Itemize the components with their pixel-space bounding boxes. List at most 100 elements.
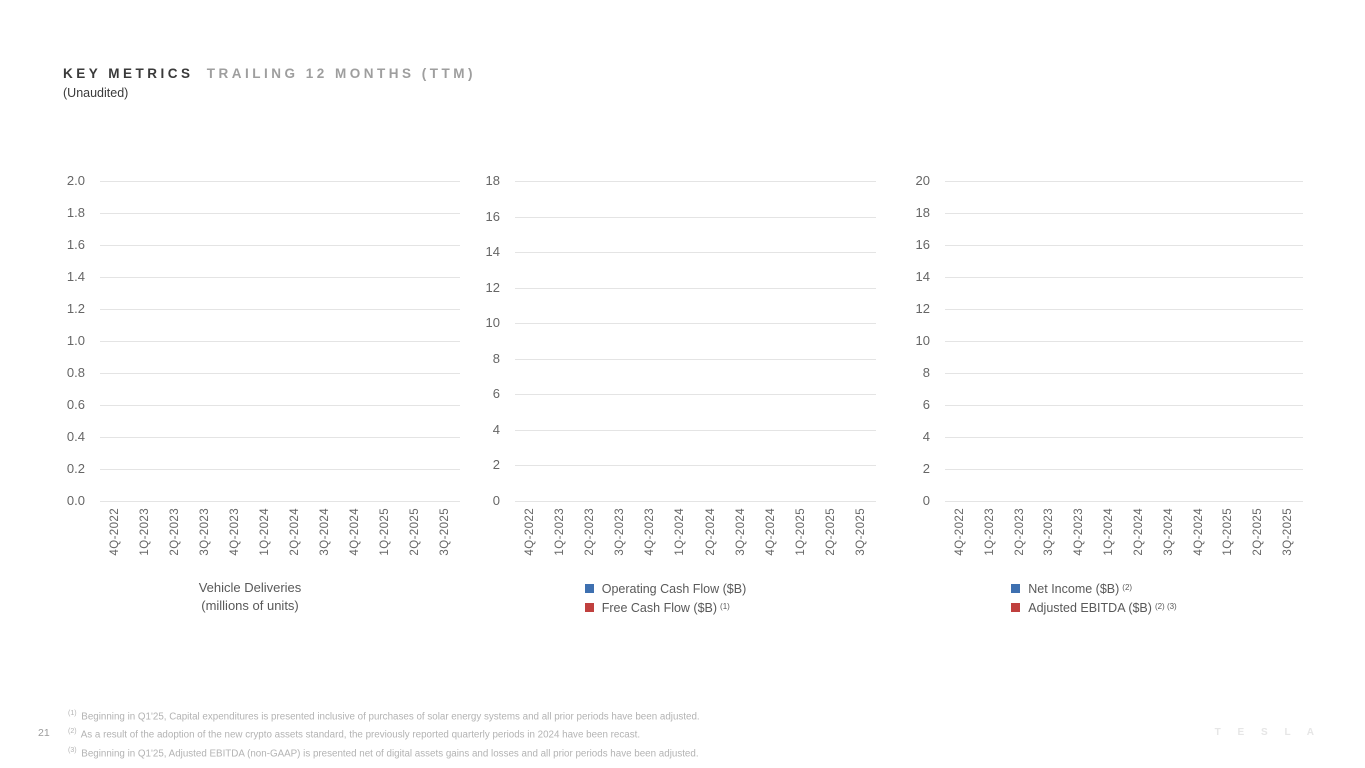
x-axis-tick: 2Q-2025 <box>816 501 846 573</box>
x-axis-tick-label: 3Q-2023 <box>199 508 211 556</box>
x-axis-tick-label: 3Q-2024 <box>1162 508 1175 556</box>
legend-label: Free Cash Flow ($B) <box>601 600 718 615</box>
x-axis-tick-label: 4Q-2023 <box>229 508 241 556</box>
footnote-ref: (1) <box>68 710 77 717</box>
legend-footnote-ref: (1) <box>720 602 730 611</box>
legend-label: Operating Cash Flow ($B) <box>601 581 747 596</box>
y-axis-tick-label: 10 <box>485 315 500 330</box>
tesla-wordmark: T E S L A <box>1214 727 1321 738</box>
gridline <box>100 405 460 406</box>
x-axis-tick-label: 2Q-2025 <box>824 508 837 556</box>
gridline <box>945 469 1303 470</box>
x-axis-tick: 2Q-2024 <box>695 501 725 573</box>
x-axis-tick-label: 4Q-2024 <box>764 508 777 556</box>
x-axis-tick-label: 1Q-2025 <box>794 508 807 556</box>
x-axis-tick-label: 2Q-2025 <box>409 508 421 556</box>
x-axis-tick: 4Q-2022 <box>100 501 130 573</box>
x-axis-tick: 2Q-2024 <box>280 501 310 573</box>
y-axis-tick-label: 14 <box>915 269 930 284</box>
footnote-line: (1) Beginning in Q1'25, Capital expendit… <box>68 710 700 723</box>
gridline <box>100 341 460 342</box>
gridline <box>515 465 876 466</box>
x-axis-tick: 3Q-2023 <box>190 501 220 573</box>
legend-item: Operating Cash Flow ($B) <box>584 579 747 598</box>
gridline <box>945 405 1303 406</box>
footnote-line: (3) Beginning in Q1'25, Adjusted EBITDA … <box>68 746 699 760</box>
x-axis-tick: 3Q-2023 <box>605 501 635 573</box>
gridline <box>100 245 460 246</box>
x-axis-tick: 2Q-2023 <box>160 501 190 573</box>
plot-area: 18 16 14 12 10 8 6 4 2 0 <box>486 173 876 508</box>
gridline <box>515 217 876 218</box>
y-axis-tick-label: 4 <box>922 429 930 444</box>
x-axis-tick: 2Q-2023 <box>1005 501 1035 573</box>
page-title: KEY METRICS TRAILING 12 MONTHS (TTM) <box>63 66 476 81</box>
gridline <box>100 213 460 214</box>
x-axis-labels: 4Q-2022 1Q-2023 2Q-2023 3Q-2023 4Q-2023 1Q-20… <box>515 501 876 573</box>
x-axis-tick: 4Q-2023 <box>635 501 665 573</box>
legend-entries: Operating Cash Flow ($B) Free Cash Flow (… <box>584 579 747 617</box>
x-axis-tick-label: 1Q-2024 <box>259 508 271 556</box>
x-axis-tick-label: 3Q-2023 <box>614 508 627 556</box>
legend-footnote-ref: (2) <box>1122 583 1133 592</box>
y-axis-tick-label: 8 <box>492 351 500 366</box>
gridline <box>945 309 1303 310</box>
y-axis-tick-label: 18 <box>915 205 930 220</box>
legend-label: Net Income ($B) <box>1028 581 1120 596</box>
gridline <box>945 245 1303 246</box>
legend-swatch <box>1011 603 1021 612</box>
gridline <box>515 181 876 182</box>
x-axis-tick: 3Q-2024 <box>726 501 756 573</box>
x-axis-tick-label: 2Q-2024 <box>1132 508 1145 556</box>
x-axis-tick: 1Q-2025 <box>1213 501 1243 573</box>
gridline <box>945 341 1303 342</box>
y-axis-tick-label: 8 <box>922 365 930 380</box>
y-axis-tick-label: 6 <box>922 397 930 412</box>
x-axis-tick-label: 1Q-2023 <box>983 508 996 556</box>
chart-vehicle-deliveries: 2.0 1.8 1.6 1.4 1.2 1.0 0.8 0.6 0.4 0.2 0.0 4Q-202… <box>40 170 460 615</box>
gridline <box>945 373 1303 374</box>
x-axis-tick: 3Q-2025 <box>1273 501 1303 573</box>
gridline <box>515 394 876 395</box>
x-axis-tick-label: 3Q-2023 <box>1043 508 1056 556</box>
x-axis-tick-label: 1Q-2024 <box>674 508 687 556</box>
x-axis-tick: 1Q-2024 <box>250 501 280 573</box>
x-axis-tick-label: 2Q-2023 <box>584 508 597 556</box>
y-axis-tick-label: 6 <box>492 386 500 401</box>
x-axis-tick: 4Q-2023 <box>1064 501 1094 573</box>
legend-item: Free Cash Flow ($B) (1) <box>584 598 747 617</box>
gridline <box>515 323 876 324</box>
x-axis-tick: 2Q-2025 <box>400 501 430 573</box>
x-axis-tick-label: 4Q-2023 <box>1073 508 1086 556</box>
x-axis-tick: 2Q-2025 <box>1243 501 1273 573</box>
gridline <box>100 277 460 278</box>
gridline <box>100 181 460 182</box>
chart-title-units: (millions of units) <box>201 598 299 613</box>
y-axis-tick-label: 0.8 <box>66 365 85 380</box>
y-axis-tick-label: 18 <box>485 173 500 188</box>
gridline <box>100 309 460 310</box>
footnote-ref: (3) <box>68 746 77 754</box>
x-axis-tick: 1Q-2024 <box>1094 501 1124 573</box>
page-subtitle: (Unaudited) <box>63 86 129 100</box>
x-axis-tick: 4Q-2024 <box>1184 501 1214 573</box>
gridline <box>100 469 460 470</box>
y-axis-tick-label: 1.8 <box>66 205 85 220</box>
x-axis-tick-label: 2Q-2023 <box>1013 508 1026 556</box>
y-axis-tick-label: 0.2 <box>66 461 85 476</box>
x-axis-tick: 3Q-2024 <box>310 501 340 573</box>
gridline <box>945 181 1303 182</box>
x-axis-tick-label: 3Q-2024 <box>319 508 331 556</box>
y-axis-tick-label: 2 <box>922 461 930 476</box>
x-axis-tick-label: 4Q-2024 <box>1192 508 1205 556</box>
x-axis-tick-label: 1Q-2023 <box>139 508 151 556</box>
x-axis-tick-label: 3Q-2024 <box>734 508 747 556</box>
x-axis-tick-label: 1Q-2024 <box>1103 508 1116 556</box>
gridline <box>945 277 1303 278</box>
footnote-ref: (2) <box>68 728 77 736</box>
y-axis-tick-label: 1.2 <box>66 301 85 316</box>
plot-area: 20 18 16 14 12 10 8 6 4 2 0 <box>916 173 1303 508</box>
x-axis-tick: 4Q-2022 <box>515 501 545 573</box>
x-axis-tick: 2Q-2024 <box>1124 501 1154 573</box>
x-axis-labels: 4Q-2022 1Q-2023 2Q-2023 3Q-2023 4Q-2023 1Q-20… <box>945 501 1303 573</box>
